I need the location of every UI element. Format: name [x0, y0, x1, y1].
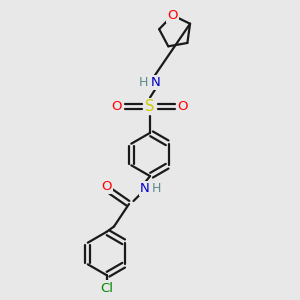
Text: O: O — [167, 9, 178, 22]
Text: N: N — [140, 182, 149, 195]
Text: H: H — [152, 182, 161, 195]
Text: O: O — [101, 179, 112, 193]
Text: N: N — [151, 76, 160, 89]
Text: O: O — [178, 100, 188, 113]
Text: O: O — [112, 100, 122, 113]
Text: H: H — [139, 76, 148, 89]
Text: S: S — [145, 99, 155, 114]
Text: Cl: Cl — [100, 281, 113, 295]
